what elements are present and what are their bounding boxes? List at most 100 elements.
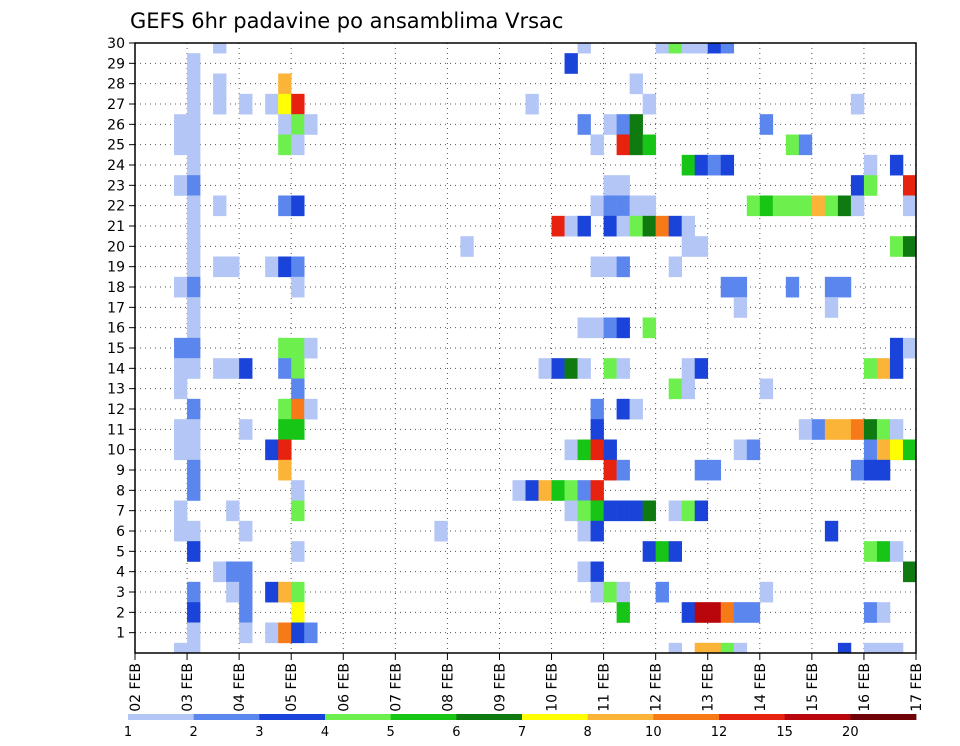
heat-cell	[603, 358, 617, 379]
y-tick-label: 6	[116, 524, 125, 540]
heat-cell	[187, 459, 201, 481]
legend-label: 8	[584, 725, 592, 740]
y-tick-label: 13	[107, 382, 125, 398]
heat-cell	[174, 500, 188, 522]
heat-cell	[603, 215, 617, 237]
x-tick-label: 03 FEB	[180, 663, 196, 712]
heat-cell	[876, 459, 891, 481]
heat-cell	[889, 439, 904, 461]
heat-cell	[616, 358, 630, 379]
x-tick-label: 12 FEB	[649, 663, 665, 712]
heat-cell	[538, 480, 552, 501]
heat-cell	[187, 602, 201, 623]
heat-cell	[707, 154, 722, 176]
heat-cell	[837, 195, 852, 217]
y-tick-label: 20	[107, 239, 125, 255]
heat-cell	[187, 439, 201, 461]
heat-cell	[291, 378, 305, 400]
heat-cell	[785, 195, 800, 217]
heat-cell	[187, 398, 201, 420]
heat-cell	[187, 53, 201, 74]
legend-label: 2	[190, 725, 198, 740]
heat-cell	[902, 439, 917, 461]
y-tick-label: 30	[107, 36, 125, 52]
y-tick-label: 26	[107, 117, 125, 133]
heat-cell	[759, 378, 774, 400]
heat-cell	[902, 175, 917, 196]
y-tick-label: 3	[116, 585, 125, 601]
legend-label: 4	[321, 725, 329, 740]
heat-cell	[824, 520, 839, 542]
legend-swatch	[259, 714, 326, 720]
heat-cell	[187, 520, 201, 542]
heat-cell	[187, 480, 201, 501]
heat-cell	[837, 642, 852, 654]
heat-cell	[720, 43, 735, 54]
heat-cell	[525, 480, 539, 501]
heat-cell	[850, 459, 865, 481]
heat-cell	[291, 398, 305, 420]
heat-cell	[278, 581, 292, 603]
heat-cell	[174, 134, 188, 156]
legend-label: 5	[387, 725, 395, 740]
legend-swatch	[784, 714, 851, 720]
x-axis: 02 FEB 03 FEB 04 FEB 05 FEB 06 FEB 07 FEB 08 F…	[128, 653, 925, 712]
heat-cell	[902, 236, 917, 257]
heat-cell	[642, 541, 656, 562]
x-tick-label: 15 FEB	[805, 663, 821, 712]
y-tick-label: 17	[107, 300, 125, 316]
heat-cell	[278, 337, 292, 359]
heat-cell	[239, 602, 253, 623]
legend-label: 12	[711, 725, 728, 740]
heat-cell	[876, 439, 891, 461]
heat-cell	[759, 195, 774, 217]
heat-cell	[746, 439, 761, 461]
heat-cell	[681, 215, 696, 237]
heat-cell	[278, 622, 292, 644]
heat-cell	[629, 398, 643, 420]
heat-cell	[720, 602, 735, 623]
x-tick-label: 04 FEB	[232, 663, 248, 712]
heat-cell	[694, 642, 709, 654]
heat-cell	[616, 195, 630, 217]
heat-cell	[603, 317, 617, 339]
heat-cell	[642, 134, 656, 156]
heat-cell	[681, 154, 696, 176]
heat-cell	[603, 256, 617, 278]
heat-cell	[213, 195, 227, 217]
heat-cell	[213, 93, 227, 115]
x-tick-label: 08 FEB	[440, 663, 456, 712]
heat-cell	[655, 541, 669, 562]
heat-cell	[291, 541, 305, 562]
heat-cell	[187, 215, 201, 237]
y-tick-label: 9	[116, 463, 125, 479]
y-tick-label: 7	[116, 504, 125, 520]
heat-cell	[291, 276, 305, 298]
heat-cell	[707, 43, 722, 54]
heat-cell	[265, 439, 279, 461]
heat-cell	[733, 642, 748, 654]
heat-cell	[291, 419, 305, 440]
heat-cell	[772, 195, 787, 217]
heat-cell	[278, 195, 292, 217]
heat-cell	[590, 419, 604, 440]
heat-cell	[577, 317, 591, 339]
heat-cell	[590, 195, 604, 217]
legend-label: 20	[842, 725, 859, 740]
heat-cell	[174, 419, 188, 440]
y-tick-label: 15	[107, 341, 125, 357]
legend-swatch	[128, 714, 195, 720]
heat-cell	[876, 419, 891, 440]
heat-cell	[694, 358, 709, 379]
heat-cell	[642, 195, 656, 217]
heat-cell	[564, 215, 578, 237]
heat-cell	[278, 358, 292, 379]
y-tick-label: 18	[107, 280, 125, 296]
heat-cell	[707, 459, 722, 481]
heat-cell	[265, 581, 279, 603]
heat-cell	[889, 358, 904, 379]
heat-cell	[863, 419, 878, 440]
heat-cell	[850, 419, 865, 440]
heat-cell	[291, 622, 305, 644]
